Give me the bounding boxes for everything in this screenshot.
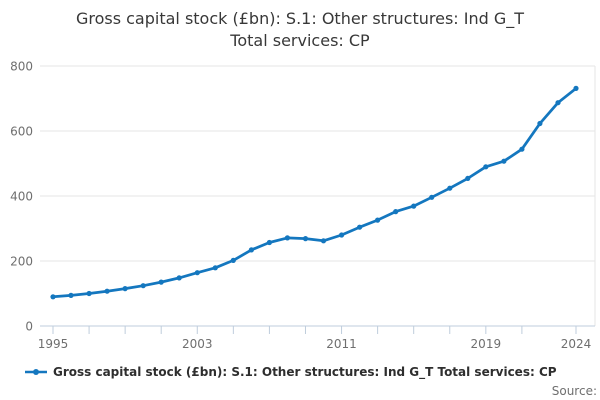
legend-marker-icon — [33, 369, 39, 375]
data-point-2022[interactable] — [537, 120, 543, 127]
data-point-2009[interactable] — [302, 236, 309, 242]
data-point-2010[interactable] — [320, 238, 327, 244]
data-point-1997[interactable] — [86, 290, 92, 297]
data-point-2019[interactable] — [483, 164, 489, 170]
data-point-2006[interactable] — [248, 247, 254, 253]
data-point-1996[interactable] — [68, 292, 74, 298]
y-tick-label-0: 0 — [25, 320, 33, 334]
data-point-2008[interactable] — [284, 235, 290, 241]
data-point-2004[interactable] — [212, 265, 218, 271]
legend-item[interactable]: Gross capital stock (£bn): S.1: Other st… — [25, 365, 557, 379]
x-tick-label-2019: 2019 — [471, 337, 502, 351]
chart-title-line2: Total services: CP — [230, 31, 370, 51]
data-point-2005[interactable] — [230, 257, 236, 263]
x-tick-label-2011: 2011 — [326, 337, 357, 351]
data-point-2013[interactable] — [375, 217, 381, 223]
data-point-2007[interactable] — [266, 239, 272, 246]
data-point-2003[interactable] — [194, 270, 200, 276]
data-point-2002[interactable] — [176, 275, 182, 281]
data-point-2012[interactable] — [357, 224, 363, 230]
y-tick-label-400: 400 — [10, 190, 33, 204]
y-tick-label-200: 200 — [10, 255, 33, 269]
x-tick-label-2003: 2003 — [182, 337, 213, 351]
data-point-2016[interactable] — [429, 194, 435, 200]
data-point-2015[interactable] — [411, 203, 417, 209]
data-point-1999[interactable] — [122, 286, 128, 292]
data-point-2021[interactable] — [519, 146, 525, 152]
data-point-2000[interactable] — [140, 283, 146, 289]
chart-title-line1: Gross capital stock (£bn): S.1: Other st… — [75, 9, 525, 28]
data-point-2018[interactable] — [465, 175, 471, 181]
x-tick-label-1995: 1995 — [38, 337, 69, 351]
legend-series-icon — [25, 369, 47, 375]
y-tick-label-800: 800 — [10, 60, 33, 74]
data-point-2024[interactable] — [573, 85, 579, 91]
series-line — [51, 87, 578, 299]
y-tick-label-600: 600 — [10, 125, 33, 139]
data-point-1998[interactable] — [104, 288, 110, 294]
data-point-2011[interactable] — [339, 232, 345, 238]
data-point-2014[interactable] — [393, 209, 399, 215]
data-point-2023[interactable] — [555, 100, 561, 106]
x-tick-label-2024: 2024 — [561, 337, 592, 351]
data-point-2001[interactable] — [158, 279, 164, 285]
data-point-1995[interactable] — [50, 294, 56, 300]
data-point-2020[interactable] — [501, 158, 507, 164]
data-point-2017[interactable] — [447, 185, 453, 191]
source-label: Source: — [551, 384, 597, 398]
legend-label: Gross capital stock (£bn): S.1: Other st… — [53, 365, 557, 379]
chart-title: Gross capital stock (£bn): S.1: Other st… — [0, 8, 600, 53]
